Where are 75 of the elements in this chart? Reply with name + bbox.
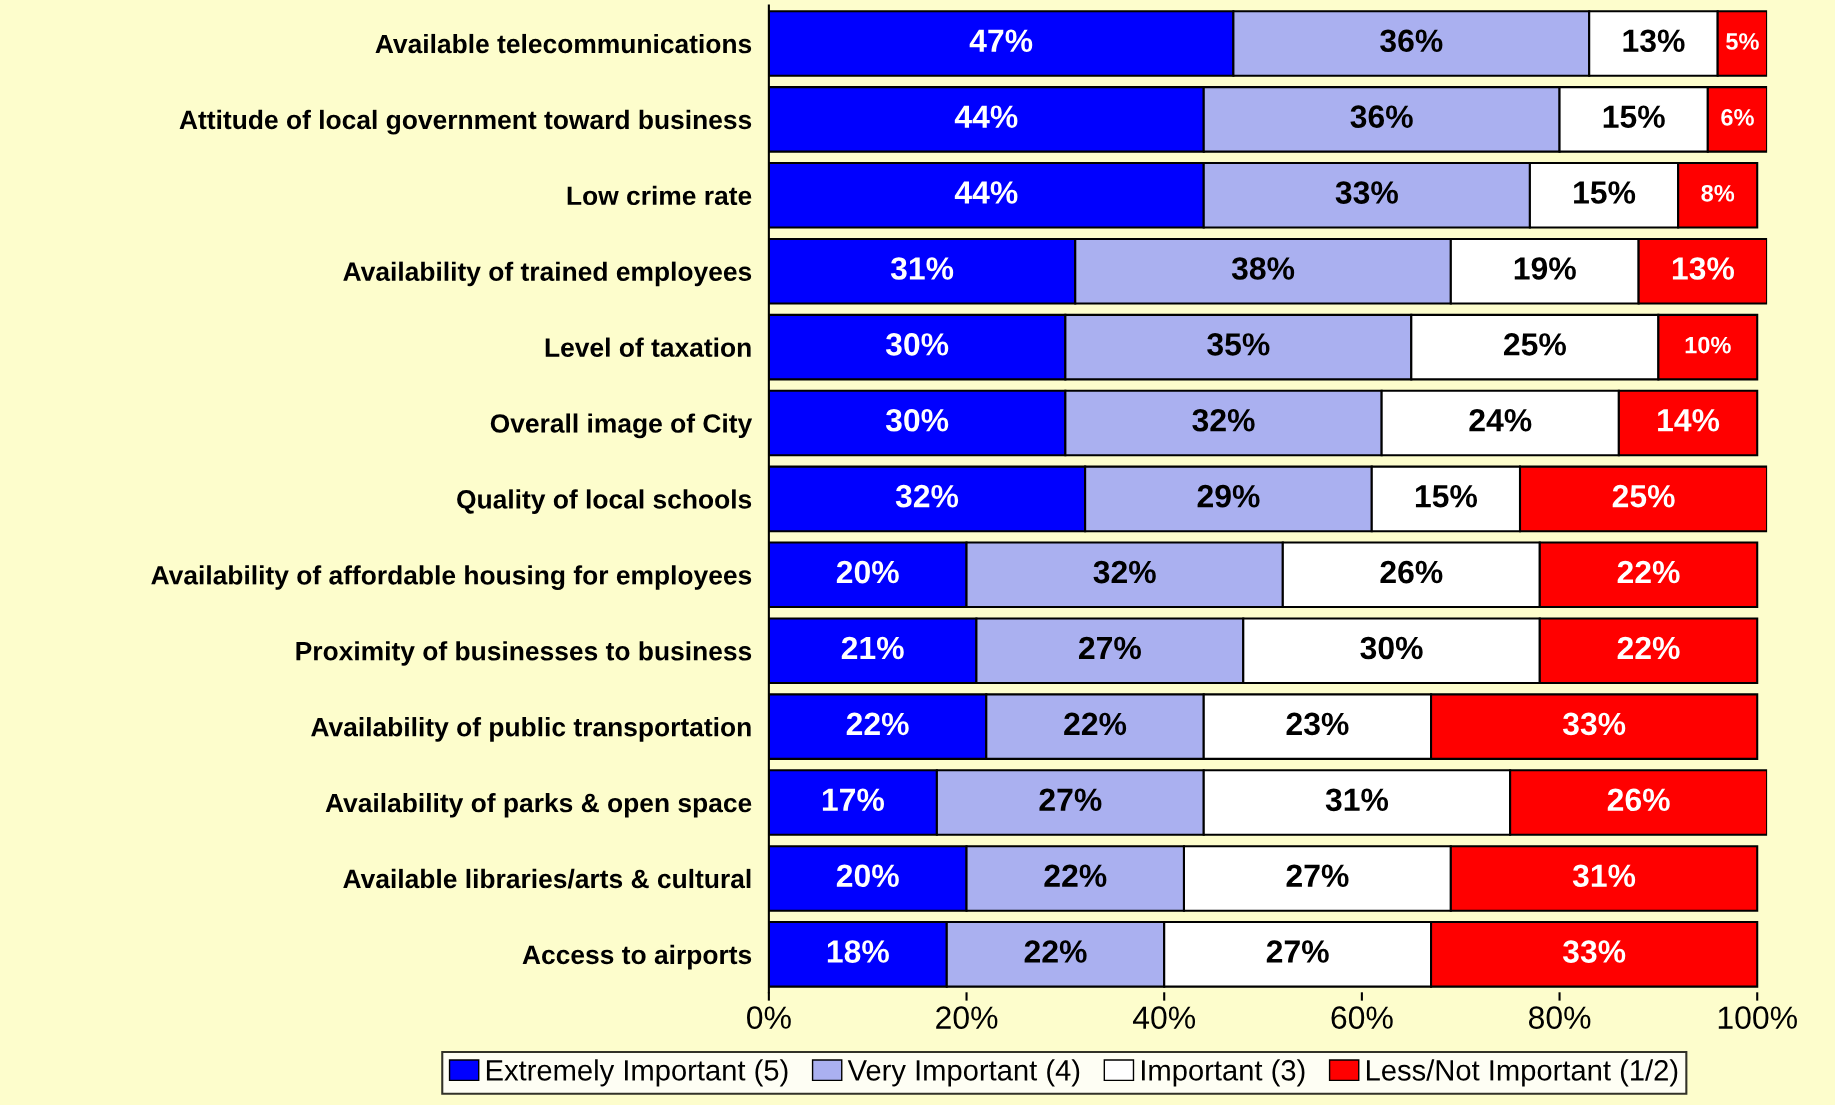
data-label: 30% — [885, 408, 949, 432]
data-label: 27% — [1286, 864, 1349, 887]
y-tick-label: Overall image of City — [490, 413, 753, 439]
data-label: 15% — [1603, 105, 1665, 128]
y-tick-label: Available telecommunications — [375, 33, 752, 54]
data-label: 19% — [1514, 257, 1576, 280]
data-label: 36% — [1380, 29, 1443, 53]
legend-label: Extremely Important (5) — [486, 1059, 788, 1087]
data-label: 30% — [885, 333, 949, 356]
data-label: 22% — [1064, 712, 1127, 736]
x-tick-label: 60% — [1331, 1006, 1393, 1029]
y-tick-label: Availability of public transportation — [311, 717, 751, 742]
data-label: 31% — [890, 257, 954, 280]
data-label: 32% — [1093, 560, 1156, 584]
y-tick-label: Low crime rate — [567, 185, 752, 206]
x-tick-label: 20% — [936, 1006, 998, 1029]
x-tick-label: 80% — [1528, 1006, 1591, 1029]
data-label: 22% — [1044, 864, 1107, 887]
data-label: 22% — [1024, 940, 1087, 963]
data-label: 38% — [1231, 257, 1295, 280]
data-label: 33% — [1335, 181, 1398, 204]
data-label: 17% — [822, 788, 884, 812]
data-label: 18% — [827, 940, 889, 963]
y-tick-label: Availability of parks & open space — [325, 792, 752, 818]
y-tick-label: Proximity of businesses to business — [296, 641, 752, 666]
data-label: 22% — [1617, 636, 1680, 660]
y-tick-label: Quality of local schools — [457, 489, 752, 514]
legend-label: Less/Not Important (1/2) — [1366, 1059, 1678, 1087]
data-label: 25% — [1612, 484, 1675, 508]
data-label: 27% — [1039, 788, 1102, 812]
data-label: 22% — [1617, 560, 1680, 584]
x-tick-label: 0% — [747, 1006, 791, 1029]
data-label: 30% — [1360, 636, 1423, 660]
data-label: 20% — [836, 864, 899, 888]
data-label: 23% — [1286, 712, 1349, 736]
y-tick-label: Attitude of local government toward business — [179, 109, 752, 135]
data-label: 29% — [1197, 484, 1260, 508]
data-label: 31% — [1325, 788, 1389, 812]
data-label: 33% — [1562, 712, 1626, 736]
data-label: 27% — [1266, 940, 1329, 963]
data-label: 5% — [1726, 33, 1759, 50]
data-label: 26% — [1607, 788, 1670, 812]
data-label: 26% — [1380, 560, 1443, 584]
data-label: 8% — [1701, 184, 1735, 202]
data-label: 24% — [1469, 408, 1532, 432]
x-tick-label: 100% — [1718, 1006, 1797, 1029]
y-tick-label: Available libraries/arts & cultural — [343, 868, 751, 889]
data-label: 20% — [836, 560, 899, 584]
data-label: 44% — [954, 105, 1018, 128]
data-label: 44% — [954, 181, 1018, 204]
data-label: 35% — [1207, 333, 1270, 356]
y-tick-label: Availability of trained employees — [343, 261, 752, 287]
x-tick-label: 40% — [1132, 1006, 1196, 1029]
data-label: 32% — [895, 484, 959, 508]
legend-label: Very Important (4) — [847, 1059, 1080, 1087]
y-tick-label: Access to airports — [522, 944, 752, 970]
data-label: 33% — [1562, 940, 1626, 963]
data-label: 47% — [969, 29, 1033, 52]
data-label: 14% — [1658, 409, 1720, 432]
y-tick-label: Availability of affordable housing for employees — [151, 565, 752, 590]
data-label: 10% — [1685, 336, 1731, 354]
data-label: 27% — [1078, 636, 1141, 660]
data-label: 13% — [1623, 29, 1685, 53]
data-label: 21% — [841, 636, 904, 660]
data-label: 15% — [1415, 484, 1478, 508]
data-label: 15% — [1574, 181, 1636, 204]
data-label: 22% — [846, 712, 909, 736]
data-label: 13% — [1672, 257, 1734, 280]
data-label: 36% — [1350, 105, 1413, 128]
legend-label: Important (3) — [1142, 1059, 1305, 1087]
data-label: 25% — [1503, 333, 1566, 356]
data-label: 31% — [1572, 864, 1636, 888]
data-label: 32% — [1192, 408, 1255, 432]
data-label: 6% — [1721, 109, 1754, 126]
y-tick-label: Level of taxation — [545, 337, 751, 357]
